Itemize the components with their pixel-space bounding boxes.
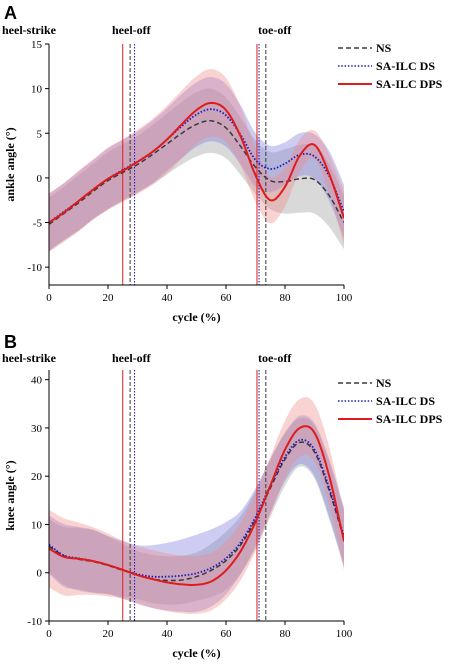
series-line-sa-ilc-dps bbox=[49, 425, 344, 586]
x-tick-label: 100 bbox=[336, 628, 353, 640]
y-tick-label: 10 bbox=[31, 84, 43, 96]
x-tick-label: 60 bbox=[221, 628, 233, 640]
panel-a: A 0 20 40 60 80 100 -10 -5 0 5 10 15 cycle (%) ankle a… bbox=[2, 3, 443, 324]
legend-label-sa-ilc-dps: SA-ILC DPS bbox=[376, 77, 443, 91]
legend-label-sa-ilc-ds: SA-ILC DS bbox=[376, 394, 435, 408]
y-tick-label: -10 bbox=[27, 616, 42, 628]
plot-area bbox=[49, 44, 344, 285]
gait-event-heel-strike: heel-strike bbox=[2, 351, 57, 365]
y-tick-label: -5 bbox=[33, 218, 43, 230]
gait-event-heel-off: heel-off bbox=[112, 351, 152, 365]
plot-area bbox=[49, 370, 344, 621]
y-tick-label: 30 bbox=[31, 423, 43, 435]
x-tick-label: 80 bbox=[280, 628, 292, 640]
series-line-sa-ilc-dps bbox=[49, 101, 344, 224]
band-ns bbox=[49, 88, 344, 252]
x-tick-label: 80 bbox=[280, 292, 292, 304]
legend-label-sa-ilc-dps: SA-ILC DPS bbox=[376, 412, 443, 426]
panel-letter: B bbox=[4, 332, 17, 352]
panel-letter: A bbox=[4, 3, 17, 23]
gait-event-toe-off: toe-off bbox=[258, 23, 292, 37]
x-axis-title: cycle (%) bbox=[172, 310, 220, 324]
legend-label-sa-ilc-ds: SA-ILC DS bbox=[376, 59, 435, 73]
x-tick-label: 0 bbox=[46, 628, 52, 640]
y-axis-title: ankle angle (°) bbox=[3, 127, 17, 201]
gait-event-heel-strike: heel-strike bbox=[2, 23, 57, 37]
y-tick-label: 15 bbox=[31, 39, 43, 51]
y-tick-label: 20 bbox=[31, 471, 43, 483]
legend-label-ns: NS bbox=[376, 376, 392, 390]
series-line-sa-ilc-ds bbox=[49, 108, 344, 224]
y-tick-label: 5 bbox=[37, 128, 43, 140]
x-tick-label: 40 bbox=[162, 292, 174, 304]
y-tick-label: 0 bbox=[37, 173, 43, 185]
y-tick-label: 40 bbox=[31, 375, 43, 387]
legend: NS SA-ILC DS SA-ILC DPS bbox=[338, 41, 443, 91]
x-axis-title: cycle (%) bbox=[172, 646, 220, 660]
gait-event-heel-off: heel-off bbox=[112, 23, 152, 37]
legend-label-ns: NS bbox=[376, 41, 392, 55]
y-tick-label: -10 bbox=[27, 262, 42, 274]
y-tick-label: 0 bbox=[37, 568, 43, 580]
x-tick-label: 20 bbox=[103, 292, 115, 304]
band-sa-ilc-dps bbox=[49, 69, 344, 252]
y-tick-label: 10 bbox=[31, 519, 43, 531]
legend: NS SA-ILC DS SA-ILC DPS bbox=[338, 376, 443, 426]
x-tick-label: 60 bbox=[221, 292, 233, 304]
x-tick-label: 100 bbox=[336, 292, 353, 304]
gait-event-toe-off: toe-off bbox=[258, 351, 292, 365]
band-sa-ilc-ds bbox=[49, 77, 344, 252]
band-sa-ilc-dps bbox=[49, 397, 344, 614]
y-axis-title: knee angle (°) bbox=[3, 460, 17, 530]
x-tick-label: 40 bbox=[162, 628, 174, 640]
x-tick-label: 0 bbox=[46, 292, 52, 304]
panel-b: B 0 20 40 60 80 100 -10 0 10 20 30 40 cycle (%) knee a… bbox=[2, 332, 443, 660]
x-tick-label: 20 bbox=[103, 628, 115, 640]
series-line-ns bbox=[49, 119, 344, 225]
